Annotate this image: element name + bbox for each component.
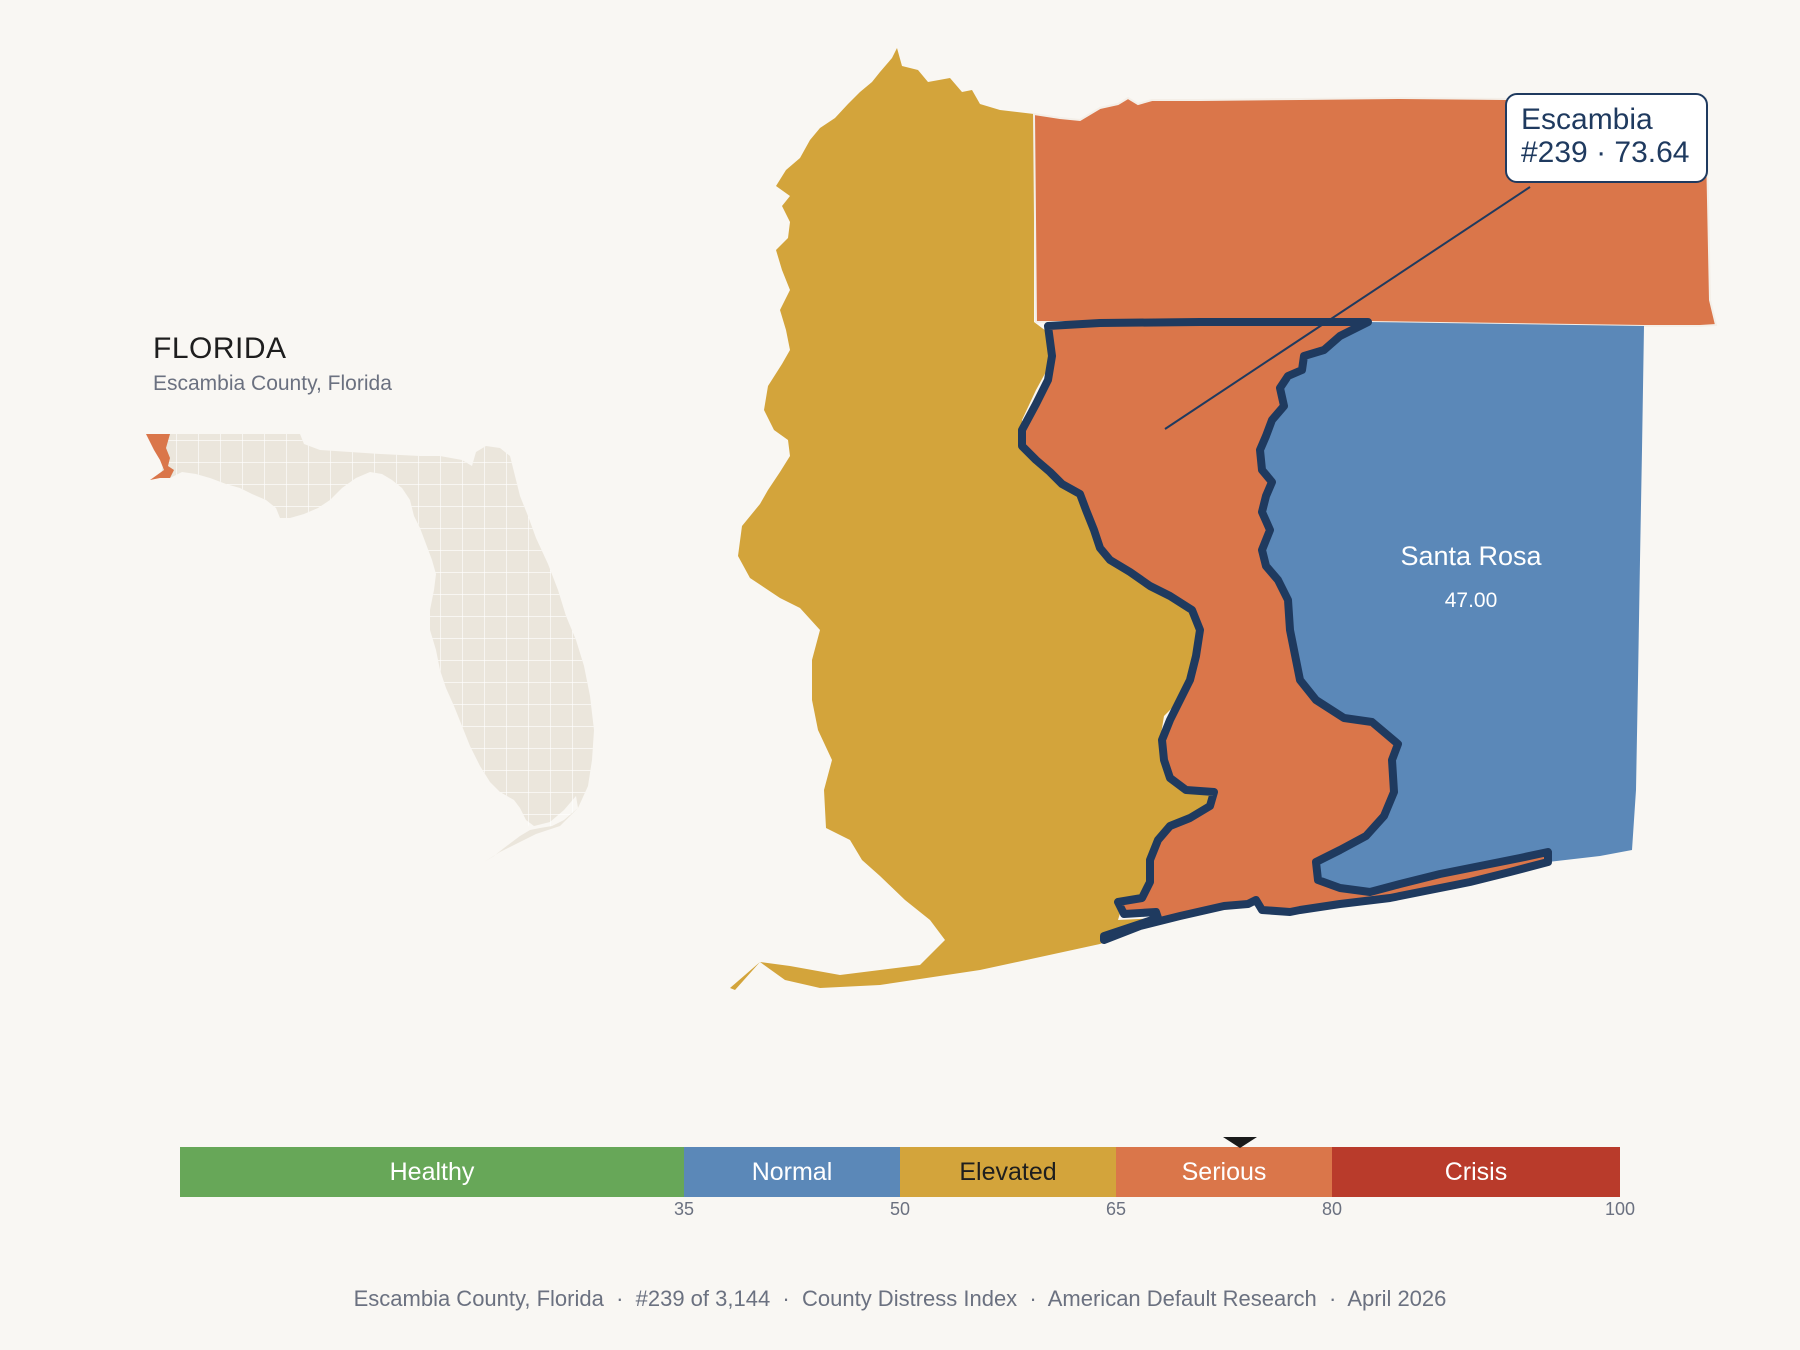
scale-band-normal: Normal — [684, 1147, 900, 1197]
inset-escambia-highlight — [146, 434, 174, 480]
county-santa-rosa[interactable] — [1260, 322, 1644, 896]
footer-county: Escambia County, Florida — [353, 1286, 604, 1311]
santa-rosa-label: Santa Rosa — [1400, 541, 1542, 571]
callout-county-name: Escambia — [1521, 103, 1653, 136]
scale-tick: 80 — [1321, 1199, 1343, 1219]
scale-tick: 50 — [889, 1199, 911, 1219]
footer-date: April 2026 — [1347, 1286, 1447, 1311]
county-callout: Escambia #239 · 73.64 — [1505, 93, 1708, 183]
footer-source: American Default Research — [1047, 1286, 1317, 1311]
inset-state-title: FLORIDA — [153, 332, 287, 365]
scale-tick: 35 — [673, 1199, 695, 1219]
scale-tick: 100 — [1604, 1199, 1636, 1219]
distress-scale-legend: Healthy Normal Elevated Serious Crisis — [180, 1147, 1620, 1197]
inset-subtitle: Escambia County, Florida — [153, 372, 392, 395]
county-west-elevated[interactable] — [730, 48, 1218, 990]
santa-rosa-score: 47.00 — [1445, 589, 1498, 612]
footer-rank: #239 of 3,144 — [635, 1286, 771, 1311]
scale-tick: 65 — [1105, 1199, 1127, 1219]
callout-leader-line — [1164, 186, 1531, 430]
callout-rank-score: #239 · 73.64 — [1521, 136, 1690, 169]
scale-band-healthy: Healthy — [180, 1147, 684, 1197]
footer: Escambia County, Florida · #239 of 3,144… — [353, 1286, 1447, 1311]
florida-outline — [160, 434, 594, 862]
scale-band-serious: Serious — [1116, 1147, 1332, 1197]
scale-band-elevated: Elevated — [900, 1147, 1116, 1197]
scale-band-crisis: Crisis — [1332, 1147, 1620, 1197]
footer-index: County Distress Index — [801, 1286, 1018, 1311]
county-escambia[interactable] — [1018, 318, 1552, 944]
current-score-marker — [1223, 1137, 1258, 1148]
